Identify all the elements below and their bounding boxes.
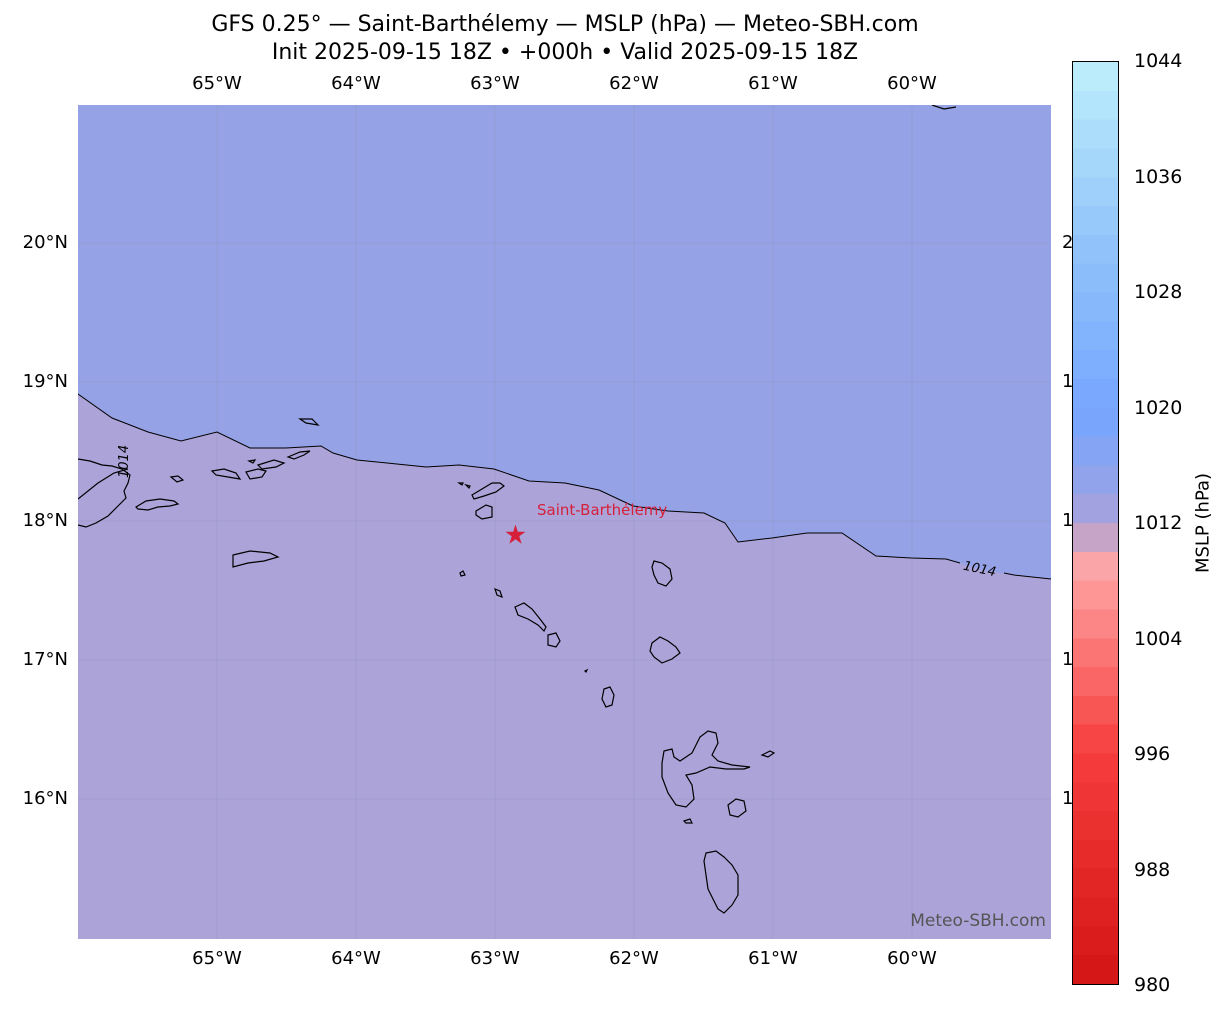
map-title: GFS 0.25° — Saint-Barthélemy — MSLP (hPa… bbox=[211, 12, 919, 37]
lon-tick-bottom: 65°W bbox=[192, 948, 242, 969]
map-subtitle: Init 2025-09-15 18Z • +000h • Valid 2025… bbox=[271, 40, 859, 65]
station-label: Saint-Barthélemy bbox=[537, 501, 668, 519]
lon-tick-bottom: 60°W bbox=[887, 948, 937, 969]
island-tortola bbox=[256, 459, 286, 470]
puerto-rico-coast bbox=[78, 458, 131, 528]
colorbar-tick: 1036 bbox=[1134, 166, 1183, 188]
lon-tick-bottom: 64°W bbox=[331, 948, 381, 969]
lon-tick-top: 60°W bbox=[887, 73, 937, 94]
lat-tick-left: 17°N bbox=[22, 649, 68, 670]
lat-tick-left: 18°N bbox=[22, 510, 68, 531]
contour-label-west: 1014 bbox=[117, 444, 132, 478]
island-st-croix bbox=[232, 550, 280, 568]
lon-tick-top: 61°W bbox=[748, 73, 798, 94]
island-st-eustatius bbox=[494, 587, 503, 599]
island-saba bbox=[459, 570, 466, 577]
colorbar-tick: 1004 bbox=[1134, 628, 1183, 650]
isobar-1014 bbox=[78, 393, 1051, 580]
island-culebra bbox=[169, 475, 185, 483]
island-saint-martin bbox=[475, 504, 493, 520]
lon-tick-top: 62°W bbox=[609, 73, 659, 94]
island-antigua bbox=[649, 636, 681, 664]
colorbar-tick: 1044 bbox=[1134, 50, 1183, 72]
lat-tick-left: 20°N bbox=[22, 232, 68, 253]
lon-tick-top: 64°W bbox=[331, 73, 381, 94]
island-st-john bbox=[245, 468, 267, 480]
lat-tick-right: 1 bbox=[1062, 371, 1074, 392]
island-nevis bbox=[547, 632, 561, 648]
graticule bbox=[78, 105, 1051, 939]
island-st-thomas bbox=[210, 468, 242, 480]
colorbar-tick: 1020 bbox=[1134, 397, 1183, 419]
colorbar-tick: 996 bbox=[1134, 743, 1171, 765]
island-barbuda bbox=[651, 560, 673, 587]
lat-tick-right: 2 bbox=[1062, 232, 1074, 253]
island-dog bbox=[464, 483, 471, 490]
lat-tick-left: 19°N bbox=[22, 371, 68, 392]
island-virgin-gorda bbox=[286, 450, 311, 460]
island-vieques bbox=[135, 498, 180, 511]
island-anguilla bbox=[471, 482, 505, 500]
island-dominica bbox=[703, 850, 739, 914]
star-icon[interactable] bbox=[505, 524, 526, 544]
island-les-saintes bbox=[682, 818, 693, 824]
island-la-desirade bbox=[760, 750, 776, 758]
island-redonda bbox=[583, 668, 589, 674]
coastlines bbox=[78, 105, 957, 914]
lat-tick-right: 1 bbox=[1062, 510, 1074, 531]
puerto-rico-coast-inner bbox=[78, 468, 129, 500]
high-pressure-region bbox=[78, 105, 1051, 579]
colorbar-tick: 980 bbox=[1134, 974, 1171, 996]
island-st-kitts-nevis bbox=[514, 602, 547, 633]
lat-tick-right: 1 bbox=[1062, 649, 1074, 670]
lat-tick-left: 16°N bbox=[22, 788, 68, 809]
island-sombrero bbox=[457, 482, 464, 486]
island-marie-galante bbox=[727, 798, 747, 818]
island-montserrat bbox=[601, 686, 615, 708]
colorbar bbox=[1072, 61, 1119, 985]
island-guadeloupe bbox=[661, 730, 751, 808]
colorbar-tick: 1028 bbox=[1134, 281, 1183, 303]
lon-tick-bottom: 61°W bbox=[748, 948, 798, 969]
colorbar-label: MSLP (hPa) bbox=[1192, 472, 1214, 574]
lon-tick-bottom: 63°W bbox=[470, 948, 520, 969]
lat-tick-right: 1 bbox=[1062, 788, 1074, 809]
watermark: Meteo-SBH.com bbox=[910, 911, 1046, 931]
island-anegada bbox=[298, 418, 320, 426]
lon-tick-bottom: 62°W bbox=[609, 948, 659, 969]
island-jost-van-dyke bbox=[247, 459, 257, 464]
colorbar-tick: 1012 bbox=[1134, 512, 1183, 534]
island-north-edge bbox=[931, 105, 957, 110]
lon-tick-top: 65°W bbox=[192, 73, 242, 94]
pressure-map[interactable] bbox=[78, 105, 1051, 939]
colorbar-tick: 988 bbox=[1134, 859, 1171, 881]
lon-tick-top: 63°W bbox=[470, 73, 520, 94]
